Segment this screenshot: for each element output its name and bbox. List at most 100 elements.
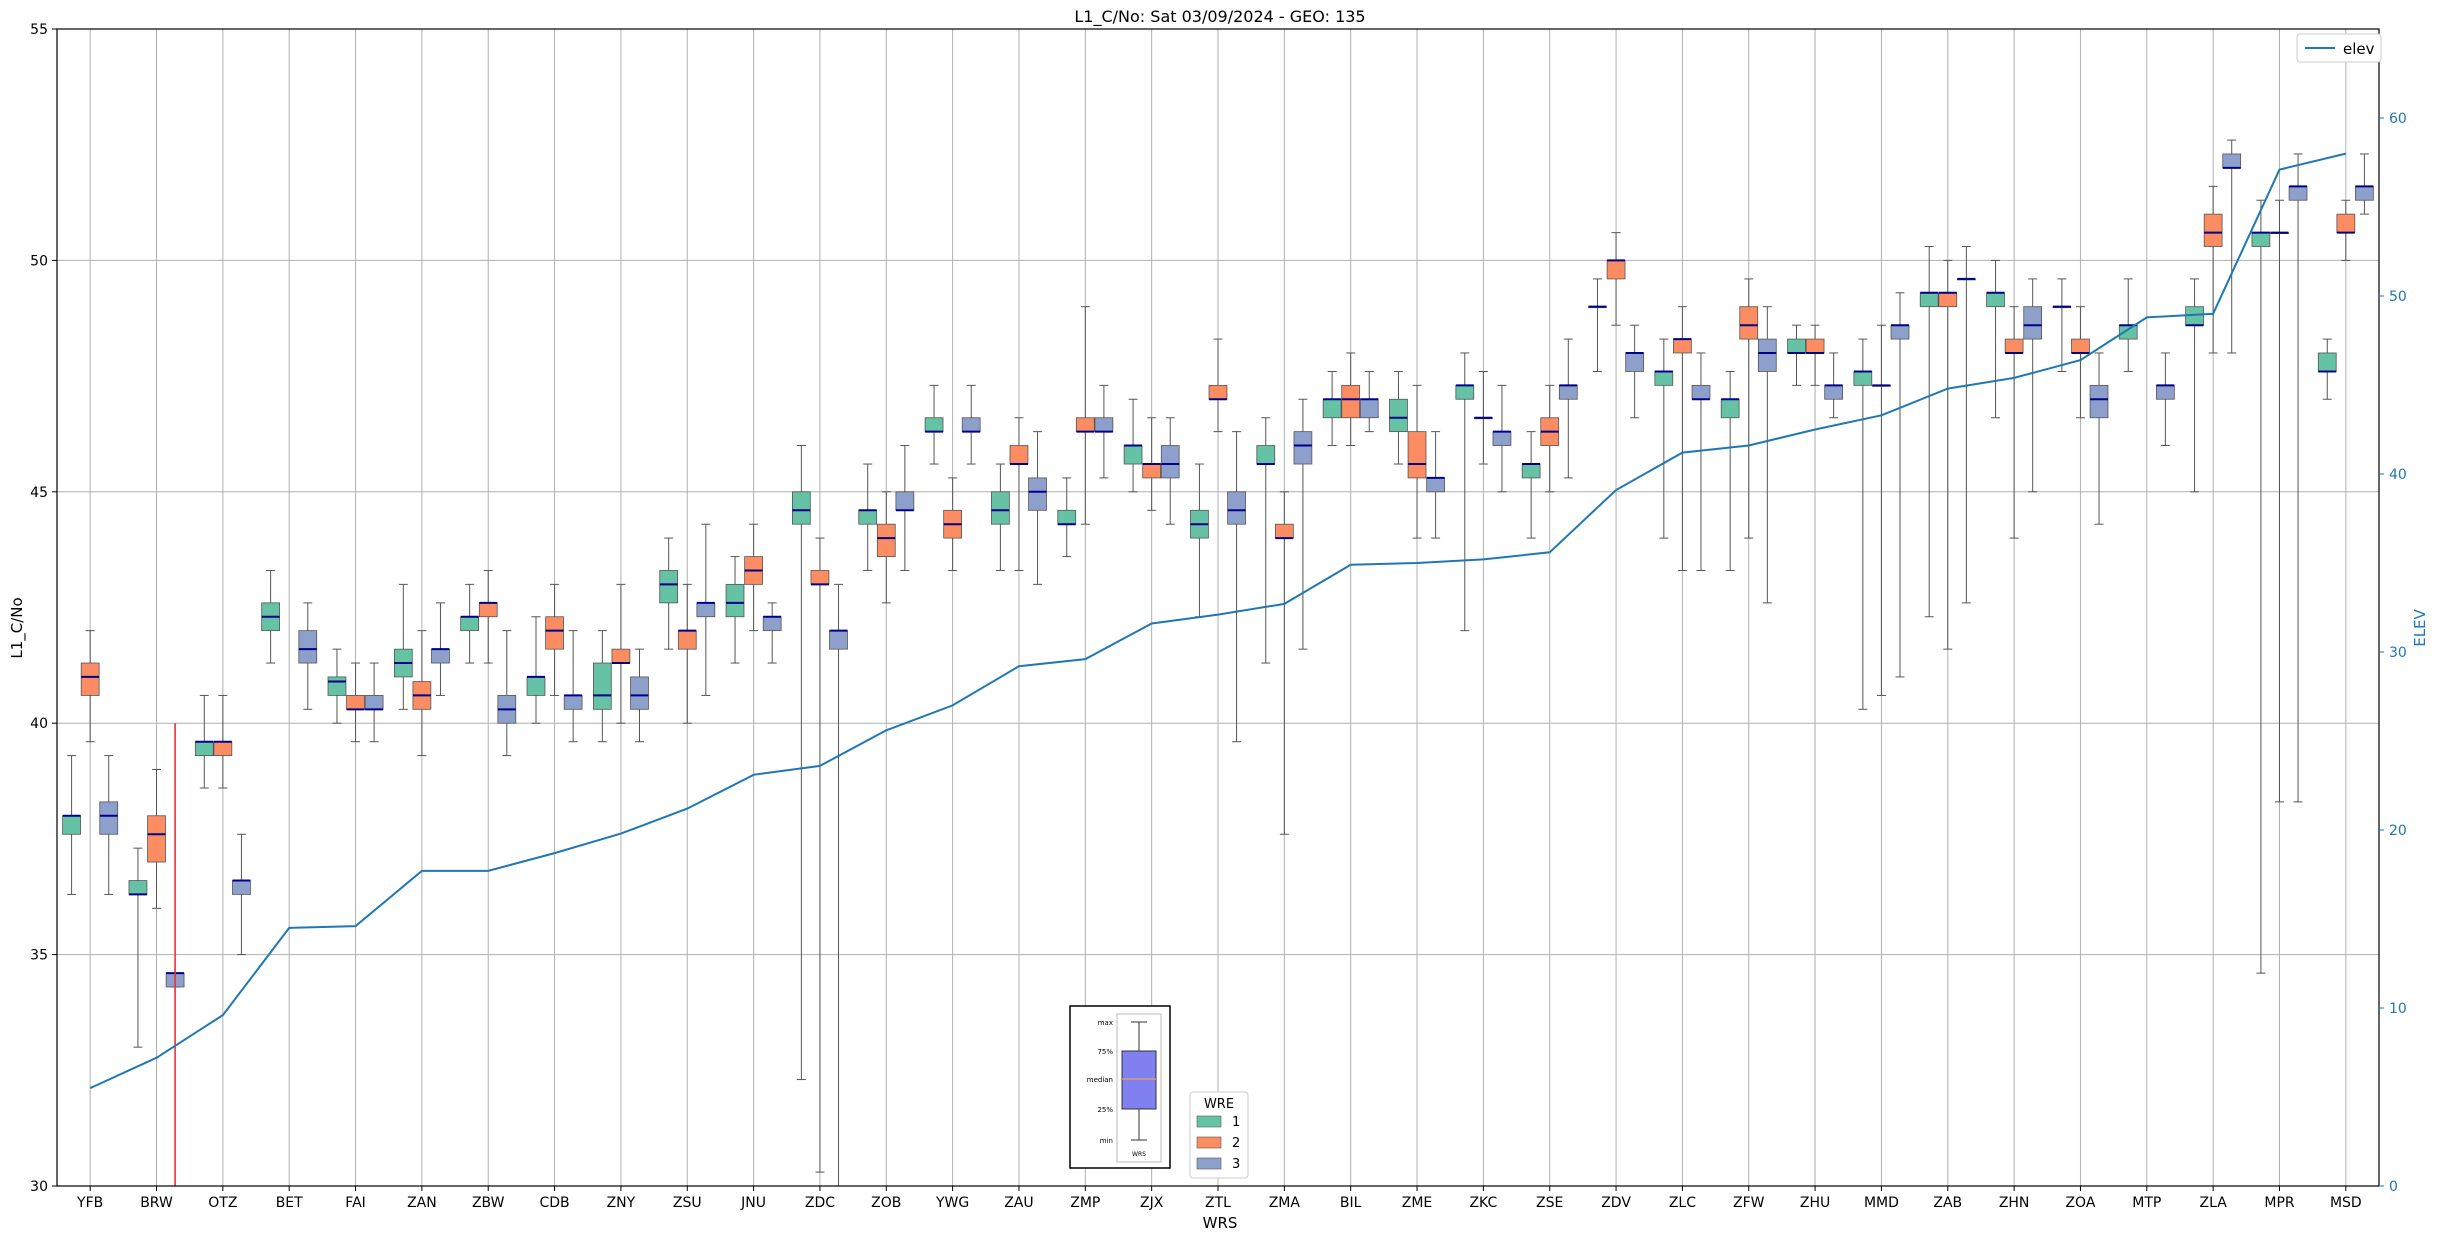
- box-FAI-wre3-iqr: [364, 695, 384, 710]
- inset-xlabel: WRS: [1132, 1151, 1146, 1158]
- box-MSD-wre1: [2317, 338, 2337, 400]
- box-ZME-wre2-iqr: [1407, 431, 1427, 479]
- box-ZDC-wre1: [792, 445, 811, 1081]
- box-MMD-wre1-iqr: [1853, 371, 1873, 386]
- box-ZNY-wre1-iqr: [592, 662, 612, 710]
- box-ZKC-wre3: [1492, 384, 1512, 493]
- box-ZAU-wre1-iqr: [991, 491, 1010, 525]
- box-ZSU-wre2: [677, 583, 697, 724]
- wre-legend-frame: [1189, 1091, 1249, 1179]
- box-YFB-wre3: [99, 755, 119, 895]
- box-MTP-wre3: [2156, 352, 2175, 447]
- box-BRW-wre1: [128, 847, 148, 1048]
- y-tick-label-55: 55: [30, 22, 48, 38]
- box-MPR-wre1-iqr: [2251, 232, 2271, 247]
- box-ZJX-wre2: [1142, 417, 1162, 511]
- box-ZMA-wre1-iqr: [1256, 445, 1276, 465]
- box-ZAU-wre3-iqr: [1028, 477, 1047, 511]
- y-tick-label-50: 50: [30, 253, 48, 269]
- box-OTZ-wre2-iqr: [213, 741, 233, 756]
- x-tick-label-BIL: BIL: [1340, 1195, 1362, 1211]
- box-ZAB-wre3: [1956, 246, 1976, 604]
- box-MSD-wre2-iqr: [2336, 213, 2356, 234]
- wre-legend-title: WRE: [1204, 1097, 1234, 1112]
- box-ZNY-wre2: [611, 583, 631, 724]
- x-tick-label-ZFW: ZFW: [1733, 1195, 1765, 1211]
- x-tick-label-ZOA: ZOA: [2065, 1195, 2095, 1211]
- box-ZMA-wre2-iqr: [1274, 523, 1294, 539]
- box-ZSU-wre1-iqr: [659, 570, 679, 604]
- box-ZOA-wre3-iqr: [2089, 384, 2109, 419]
- x-tick-label-ZAB: ZAB: [1933, 1195, 1962, 1211]
- box-MSD-wre1-iqr: [2317, 352, 2337, 372]
- box-ZLC-wre2: [1673, 306, 1692, 571]
- x-tick-label-ZHN: ZHN: [1999, 1195, 2030, 1211]
- x-tick-label-ZJX: ZJX: [1140, 1195, 1164, 1211]
- x-tick-label-ZTL: ZTL: [1205, 1195, 1231, 1211]
- elev-line-layer: [89, 152, 2347, 1090]
- x-tick-label-ZME: ZME: [1402, 1195, 1433, 1211]
- box-ZBW-wre1-iqr: [460, 616, 480, 632]
- box-BRW-wre2: [147, 768, 166, 909]
- y-right-tick-label-40: 40: [2389, 467, 2407, 483]
- y-tick-label-30: 30: [30, 1179, 48, 1195]
- box-YFB-wre2: [80, 630, 100, 743]
- box-ZJX-wre3-iqr: [1160, 445, 1180, 479]
- x-tick-label-ZBW: ZBW: [472, 1195, 505, 1211]
- box-ZSE-wre3: [1558, 338, 1578, 479]
- box-ZLA-wre2-iqr: [2203, 213, 2223, 247]
- box-BET-wre3: [298, 602, 318, 710]
- x-tick-label-OTZ: OTZ: [208, 1195, 237, 1211]
- box-ZHN-wre1-iqr: [1986, 292, 2005, 308]
- box-ZJX-wre1: [1123, 398, 1143, 493]
- box-ZNY-wre3: [630, 648, 649, 743]
- x-tick-label-ZSU: ZSU: [673, 1195, 702, 1211]
- box-CDB-wre3-iqr: [563, 695, 583, 710]
- wre-legend-label-2: 2: [1232, 1136, 1240, 1151]
- box-ZJX-wre1-iqr: [1123, 445, 1143, 465]
- box-BIL-wre2: [1341, 352, 1361, 447]
- box-BIL-wre1-iqr: [1322, 398, 1342, 419]
- box-YFB-wre2-iqr: [80, 662, 100, 696]
- x-tick-label-ZAN: ZAN: [407, 1195, 437, 1211]
- box-YFB-wre1-iqr: [62, 815, 81, 835]
- x-tick-label-CDB: CDB: [539, 1195, 569, 1211]
- box-MSD-wre2: [2336, 199, 2356, 261]
- box-ZKC-wre1-iqr: [1455, 384, 1475, 400]
- box-ZMP-wre2: [1075, 306, 1095, 525]
- box-ZTL-wre2-iqr: [1208, 384, 1228, 400]
- box-ZSE-wre1: [1521, 431, 1541, 539]
- y-axis-label-right: ELEV: [2411, 608, 2429, 646]
- box-ZSU-wre2-iqr: [677, 630, 697, 650]
- wre-legend: WRE 1 2 3: [1189, 1091, 1249, 1179]
- box-MMD-wre1: [1853, 338, 1873, 710]
- box-ZKC-wre1: [1455, 352, 1475, 632]
- box-ZFW-wre2: [1739, 278, 1759, 539]
- wre-legend-swatch-2: [1196, 1136, 1222, 1149]
- x-tick-label-ZMA: ZMA: [1269, 1195, 1301, 1211]
- box-ZDV-wre2-iqr: [1606, 259, 1626, 280]
- box-ZDC-wre3: [829, 583, 848, 1187]
- box-FAI-wre1: [327, 648, 347, 724]
- box-ZFW-wre2-iqr: [1739, 306, 1759, 340]
- y-right-tick-label-10: 10: [2389, 1001, 2407, 1017]
- box-OTZ-wre1-iqr: [194, 741, 214, 756]
- box-ZMP-wre2-iqr: [1075, 417, 1095, 433]
- y-right-tick-label-50: 50: [2389, 289, 2407, 305]
- box-ZHN-wre1: [1986, 259, 2005, 419]
- box-ZDC-wre1-iqr: [792, 491, 811, 525]
- box-ZSU-wre1: [659, 537, 679, 650]
- y-axis-label-left: L1_C/No: [8, 597, 27, 658]
- inset-label-q3: 75%: [1097, 1048, 1113, 1056]
- elev-legend-frame: [2296, 33, 2382, 63]
- box-ZKC-wre2: [1474, 370, 1493, 465]
- box-MPR-wre3: [2288, 153, 2308, 803]
- box-YFB-wre1: [62, 755, 81, 895]
- box-ZAB-wre2: [1938, 259, 1958, 650]
- box-ZME-wre1-iqr: [1389, 398, 1408, 433]
- box-CDB-wre1-iqr: [526, 676, 546, 696]
- box-ZHN-wre2-iqr: [2004, 338, 2024, 354]
- box-JNU-wre3: [762, 602, 782, 664]
- box-MSD-wre3-iqr: [2355, 185, 2374, 201]
- box-ZNY-wre2-iqr: [611, 648, 631, 664]
